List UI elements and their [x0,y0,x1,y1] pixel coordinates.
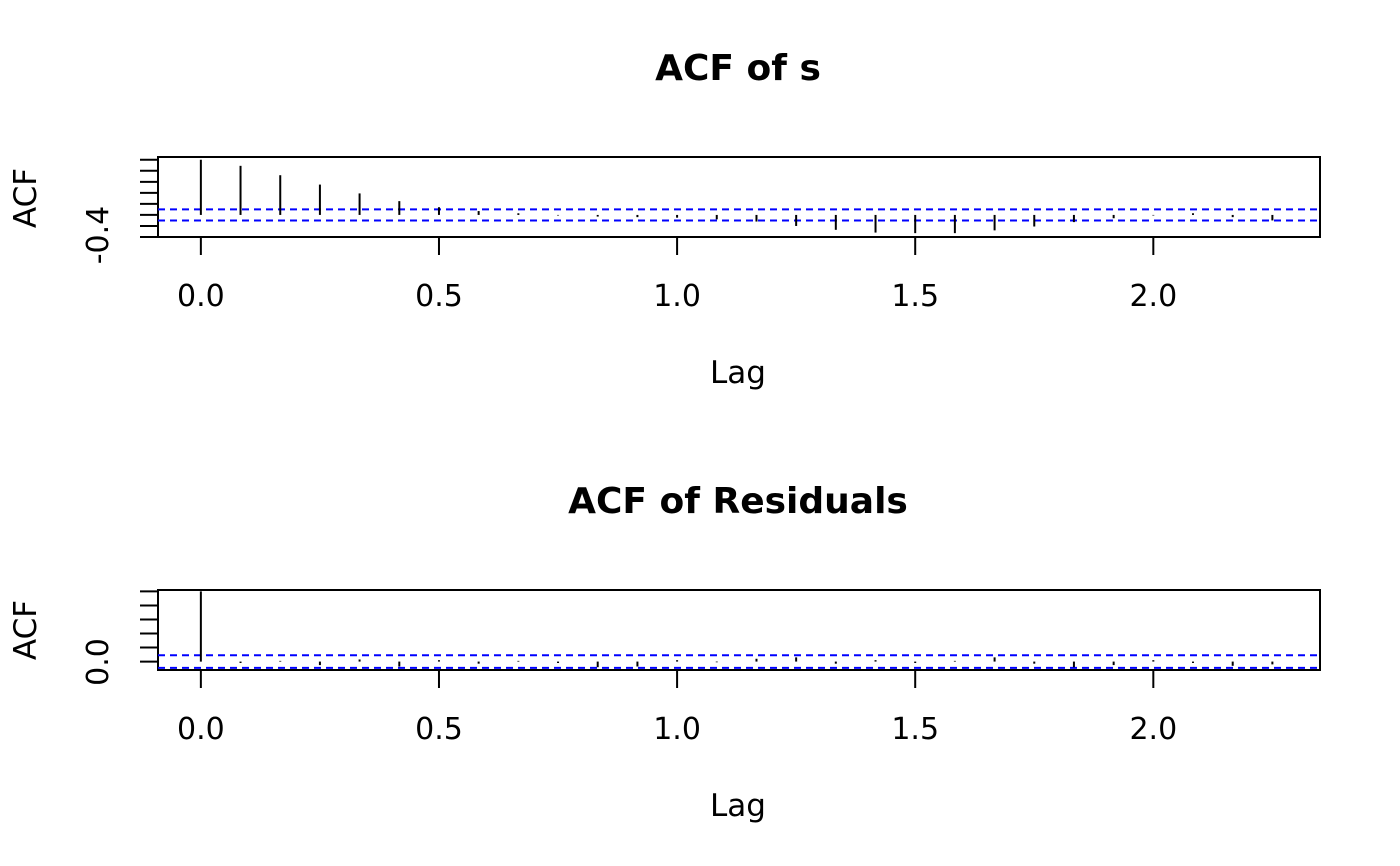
x-tick-label-0: 0.0 [177,712,225,747]
y-axis-label: ACF [8,600,44,660]
y-axis-ticks [140,590,158,663]
chart-title: ACF of Residuals [568,481,908,522]
acf-s-panel: ACF of s 0.0 0.5 1.0 1.5 2.0 -0.4 ACF Lag [8,48,1321,391]
y-axis-ticks [140,158,158,238]
x-tick-label-0: 0.0 [177,279,225,314]
x-axis-ticks [199,670,1155,688]
acf-spikes [199,591,1274,668]
acf-residuals-panel: ACF of Residuals 0.0 0.5 1.0 1.5 2.0 0.0 ACF… [8,481,1321,824]
acf-spikes [199,159,1274,234]
x-axis-tick-labels: 0.0 0.5 1.0 1.5 2.0 [177,712,1177,747]
plot-frame [157,156,1321,238]
x-tick-label-4: 2.0 [1129,279,1177,314]
x-tick-label-1: 0.5 [415,279,463,314]
y-tick-label: -0.4 [81,206,116,265]
x-axis-label: Lag [710,355,766,391]
x-tick-label-2: 1.0 [653,712,701,747]
x-tick-label-3: 1.5 [891,712,939,747]
confidence-bounds [158,208,1320,222]
y-axis-label: ACF [8,168,44,228]
y-tick-label: 0.0 [81,638,116,686]
x-tick-label-3: 1.5 [891,279,939,314]
confidence-bounds [158,654,1320,669]
x-tick-label-2: 1.0 [653,279,701,314]
plot-frame [157,589,1321,671]
x-axis-tick-labels: 0.0 0.5 1.0 1.5 2.0 [177,279,1177,314]
x-tick-label-4: 2.0 [1129,712,1177,747]
x-axis-label: Lag [710,788,766,824]
chart-title: ACF of s [655,48,821,89]
x-axis-ticks [199,237,1155,255]
x-tick-label-1: 0.5 [415,712,463,747]
